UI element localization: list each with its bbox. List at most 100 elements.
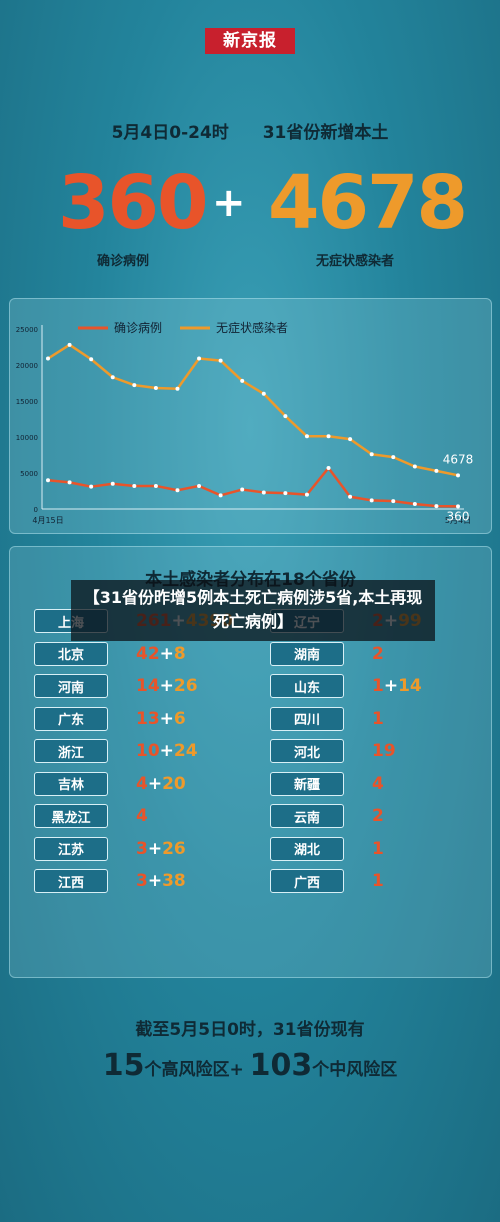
asymptomatic-total: 4678 (268, 160, 468, 246)
province-asymptomatic: 38 (162, 871, 186, 891)
x-tick-label: 5月4日 (445, 516, 471, 525)
province-counts: 4 (136, 806, 148, 826)
province-counts: 4+20 (136, 774, 186, 794)
data-point (434, 504, 439, 509)
province-name: 北京 (34, 641, 108, 666)
province-counts: 3+38 (136, 871, 186, 891)
data-point (197, 356, 202, 361)
province-row: 广东 13+6 (34, 706, 186, 732)
plus-sign: + (383, 676, 399, 696)
mid-risk-text: 个中风险区 (312, 1060, 398, 1080)
data-point (153, 386, 158, 391)
y-tick-label: 15000 (16, 398, 38, 406)
data-point (326, 434, 331, 439)
province-confirmed: 4 (372, 773, 384, 794)
data-point (391, 455, 396, 460)
data-point (261, 391, 266, 396)
province-name: 广东 (34, 706, 108, 731)
province-row: 湖南 2 (270, 641, 384, 667)
province-counts: 10+24 (136, 741, 198, 761)
confirmed-label: 确诊病例 (97, 254, 150, 269)
province-confirmed: 1 (372, 708, 384, 729)
province-row: 云南 2 (270, 803, 384, 829)
legend-label: 无症状感染者 (216, 320, 288, 335)
data-point (197, 483, 202, 488)
y-tick-label: 10000 (16, 434, 38, 442)
data-point (175, 488, 180, 493)
province-name: 江苏 (34, 836, 108, 861)
footer-risk-areas: 15个高风险区+ 103个中风险区 (0, 1048, 500, 1083)
footer-line1: 截至5月5日0时，31省份现有 (135, 1020, 365, 1040)
province-row: 四川 1 (270, 706, 384, 732)
province-row: 河北 19 (270, 738, 396, 764)
province-name: 江西 (34, 869, 108, 893)
plus-sign: + (212, 180, 245, 226)
data-point (412, 464, 417, 469)
plus-sign: + (159, 643, 174, 664)
province-row: 浙江 10+24 (34, 738, 198, 764)
data-point (391, 499, 396, 504)
province-counts: 14+26 (136, 676, 198, 696)
province-row: 江西 3+38 (34, 868, 186, 894)
province-confirmed: 3 (136, 838, 148, 859)
province-counts: 3+26 (136, 839, 186, 859)
data-point (348, 437, 353, 442)
trend-chart-svg: 0 5000 10000 15000 20000 25000 4月15日 5月4日 确诊病例 无症… (16, 320, 474, 525)
asymptomatic-label: 无症状感染者 (316, 254, 395, 269)
data-point (304, 434, 309, 439)
series-line (47, 343, 459, 477)
data-point (218, 358, 223, 363)
province-counts: 42+8 (136, 644, 186, 664)
province-counts: 1 (372, 709, 384, 729)
data-point (369, 498, 374, 503)
data-point (304, 492, 309, 497)
data-point (67, 480, 72, 485)
data-point (110, 481, 115, 486)
province-asymptomatic: 26 (162, 838, 186, 859)
y-tick-label: 25000 (16, 326, 38, 334)
province-counts: 1 (372, 839, 384, 859)
province-counts: 4 (372, 774, 384, 794)
province-counts: 13+6 (136, 709, 186, 729)
province-confirmed: 14 (136, 676, 160, 696)
province-row: 江苏 3+26 (34, 836, 186, 862)
plus-sign: + (147, 838, 163, 859)
data-point (89, 484, 94, 489)
legend-label: 确诊病例 (114, 320, 162, 335)
data-point (326, 465, 331, 470)
data-point (175, 386, 180, 391)
data-point (46, 356, 50, 361)
province-name: 河南 (34, 674, 108, 698)
high-risk-text: 个高风险区+ (144, 1060, 250, 1080)
province-counts: 1+14 (372, 676, 422, 696)
data-point (456, 473, 460, 478)
logo: 新京报 (205, 28, 295, 54)
province-name: 广西 (270, 869, 344, 893)
province-name: 湖北 (270, 836, 344, 861)
mid-risk-count: 103 (249, 1048, 313, 1083)
y-tick-label: 5000 (20, 470, 38, 478)
province-confirmed: 1 (372, 838, 384, 859)
series-line (47, 466, 459, 508)
data-point (283, 491, 288, 496)
province-asymptomatic: 14 (398, 676, 422, 696)
province-row: 湖北 1 (270, 836, 384, 862)
data-point (261, 490, 266, 495)
province-name: 四川 (270, 706, 344, 731)
province-name: 云南 (270, 804, 344, 828)
province-confirmed: 1 (372, 871, 384, 891)
province-confirmed: 4 (136, 773, 148, 794)
province-name: 新疆 (270, 771, 344, 796)
province-confirmed: 13 (136, 708, 160, 729)
province-row: 黑龙江 4 (34, 803, 148, 829)
data-point (132, 383, 137, 388)
province-row: 新疆 4 (270, 771, 384, 797)
data-point (369, 452, 374, 457)
province-name: 山东 (270, 674, 344, 698)
province-confirmed: 10 (136, 741, 160, 761)
province-confirmed: 3 (136, 871, 148, 891)
end-value-label: 360 (447, 509, 470, 523)
province-counts: 19 (372, 741, 396, 761)
data-point (283, 414, 288, 419)
headline-date: 5月4日0-24时 (111, 123, 229, 143)
